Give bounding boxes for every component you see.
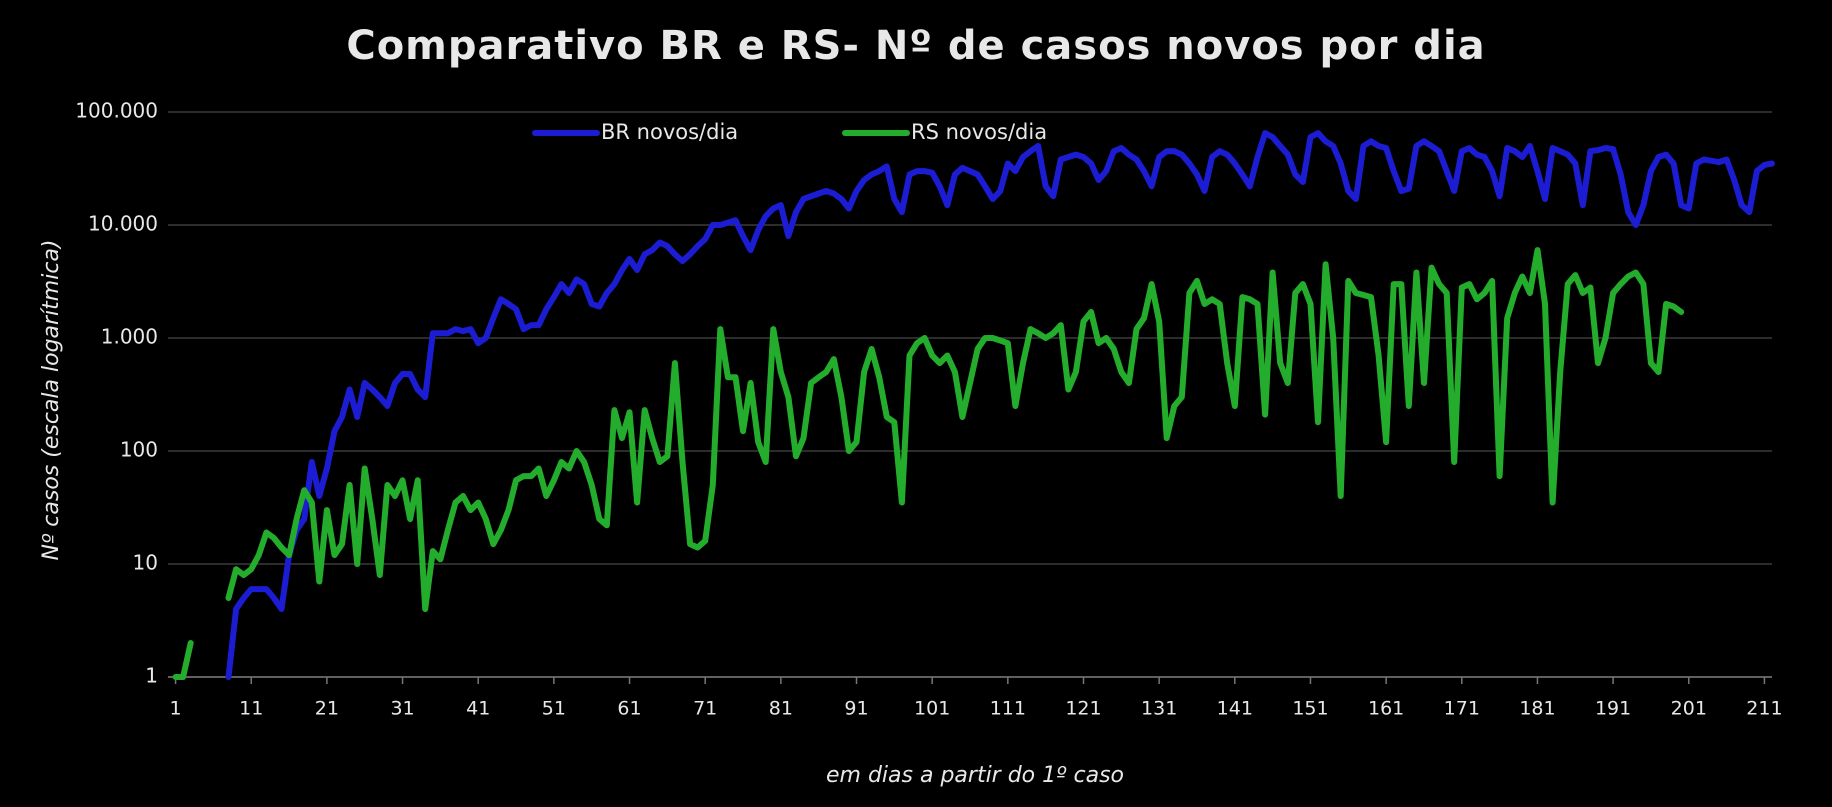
x-tick-label: 201 <box>1671 698 1707 720</box>
legend-label: BR novos/dia <box>601 120 738 144</box>
x-tick-label: 191 <box>1595 698 1631 720</box>
x-tick-label: 211 <box>1746 698 1782 720</box>
y-axis-title: Nº casos (escala logarítmica) <box>39 239 64 560</box>
x-tick-label: 181 <box>1519 698 1555 720</box>
x-tick-label: 121 <box>1065 698 1101 720</box>
x-tick-label: 161 <box>1368 698 1404 720</box>
x-tick-label: 111 <box>990 698 1026 720</box>
x-tick-label: 41 <box>466 698 490 720</box>
y-tick-label: 10 <box>133 551 158 575</box>
x-tick-label: 51 <box>542 698 566 720</box>
y-tick-label: 1 <box>145 664 158 688</box>
x-tick-label: 171 <box>1444 698 1480 720</box>
legend-label: RS novos/dia <box>911 120 1047 144</box>
y-tick-label: 100 <box>120 438 158 462</box>
x-tick-label: 31 <box>390 698 414 720</box>
x-tick-label: 71 <box>693 698 717 720</box>
x-tick-label: 81 <box>769 698 793 720</box>
chart-title: Comparativo BR e RS- Nº de casos novos p… <box>346 23 1485 69</box>
x-tick-label: 151 <box>1292 698 1328 720</box>
x-tick-label: 101 <box>914 698 950 720</box>
series-line <box>225 130 1775 680</box>
series-line <box>225 247 1685 612</box>
series-line <box>172 640 194 680</box>
x-tick-label: 11 <box>239 698 263 720</box>
y-tick-label: 1.000 <box>101 325 158 349</box>
x-tick-label: 21 <box>315 698 339 720</box>
x-tick-label: 141 <box>1217 698 1253 720</box>
y-tick-label: 100.000 <box>75 99 158 123</box>
x-axis-title: em dias a partir do 1º caso <box>826 763 1124 788</box>
x-tick-label: 1 <box>170 698 182 720</box>
x-tick-label: 61 <box>617 698 641 720</box>
y-tick-label: 10.000 <box>88 212 158 236</box>
x-tick-label: 131 <box>1141 698 1177 720</box>
x-tick-label: 91 <box>844 698 868 720</box>
